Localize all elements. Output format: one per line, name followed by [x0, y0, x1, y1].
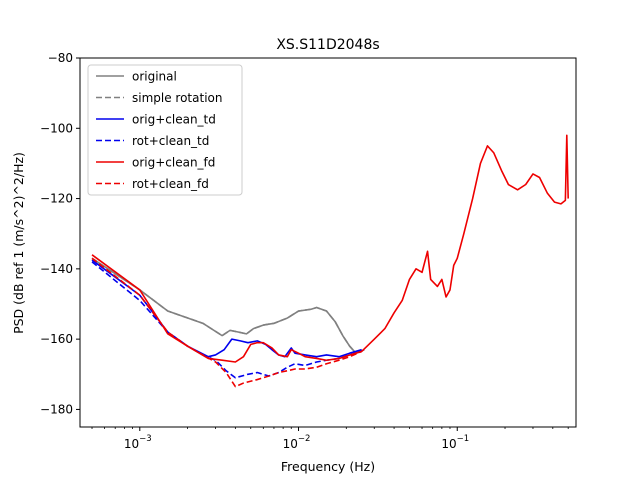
series-line-orig-clean-fd [91, 134, 569, 363]
legend-box [87, 64, 243, 196]
y-tick-label: −120 [40, 192, 73, 206]
plot-frame [79, 57, 577, 428]
y-tick-label: −80 [48, 51, 73, 65]
legend-label: simple rotation [132, 91, 222, 105]
legend: original simple rotation orig+clean_td rot+… [87, 64, 243, 196]
y-tick-label: −100 [40, 121, 73, 135]
plot-series [91, 134, 569, 388]
series-line-simple-rotation [91, 257, 365, 355]
chart-title: XS.S11D2048s [276, 37, 379, 53]
y-tick-label: −140 [40, 262, 73, 276]
y-axis-label: PSD (dB ref 1 (m/s^2)^2/Hz) [11, 152, 26, 334]
legend-label: orig+clean_td [132, 113, 216, 127]
legend-label: original [132, 70, 177, 84]
y-tick-label: −180 [40, 402, 73, 416]
y-tick-label: −160 [40, 332, 73, 346]
legend-label: orig+clean_fd [132, 156, 215, 170]
x-axis-label: Frequency (Hz) [281, 459, 375, 474]
legend-label: rot+clean_fd [132, 177, 209, 191]
legend-label: rot+clean_td [132, 134, 209, 148]
